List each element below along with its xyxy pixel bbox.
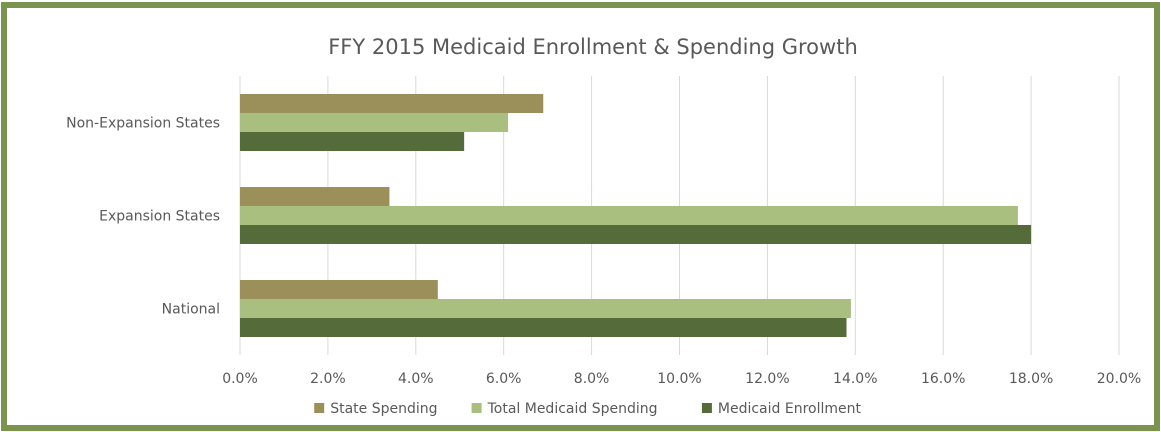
x-tick-label: 2.0% <box>310 371 346 387</box>
legend-item: Total Medicaid Spending <box>471 401 658 417</box>
bar-state-spending <box>240 187 390 206</box>
bar-medicaid-enrollment <box>240 132 465 151</box>
bar-total-medicaid-spending <box>240 299 851 318</box>
legend-label: Medicaid Enrollment <box>718 401 862 417</box>
x-tick-label: 0.0% <box>222 371 258 387</box>
legend-swatch <box>471 403 482 413</box>
x-tick-label: 10.0% <box>657 371 701 387</box>
x-tick-label: 8.0% <box>574 371 610 387</box>
x-tick-label: 4.0% <box>398 371 434 387</box>
bar-medicaid-enrollment <box>240 225 1032 244</box>
category-axis: Non-Expansion States Expansion States Nati… <box>66 116 220 318</box>
legend-swatch <box>701 403 712 413</box>
legend-swatch <box>314 403 325 413</box>
category-label: Expansion States <box>99 209 220 225</box>
bar-total-medicaid-spending <box>240 206 1018 225</box>
bar-state-spending <box>240 280 438 299</box>
legend-label: State Spending <box>330 401 437 417</box>
category-label: Non-Expansion States <box>66 116 220 132</box>
legend-label: Total Medicaid Spending <box>487 401 658 417</box>
x-tick-label: 6.0% <box>486 371 522 387</box>
legend-item: State Spending <box>314 401 438 417</box>
bar-total-medicaid-spending <box>240 113 509 132</box>
value-axis: 0.0% 2.0% 4.0% 6.0% 8.0% 10.0% 12.0% 14.0% 16.0%… <box>222 371 1141 387</box>
chart-title: FFY 2015 Medicaid Enrollment & Spending … <box>328 35 858 59</box>
bars <box>240 94 1032 337</box>
bar-state-spending <box>240 94 544 113</box>
x-tick-label: 12.0% <box>745 371 789 387</box>
x-tick-label: 14.0% <box>833 371 877 387</box>
x-tick-label: 16.0% <box>921 371 965 387</box>
category-label: National <box>162 302 220 318</box>
legend: State Spending Total Medicaid Spending Med… <box>314 401 862 417</box>
bar-medicaid-enrollment <box>240 318 847 337</box>
x-tick-label: 20.0% <box>1097 371 1141 387</box>
legend-item: Medicaid Enrollment <box>701 401 862 417</box>
x-tick-label: 18.0% <box>1009 371 1053 387</box>
